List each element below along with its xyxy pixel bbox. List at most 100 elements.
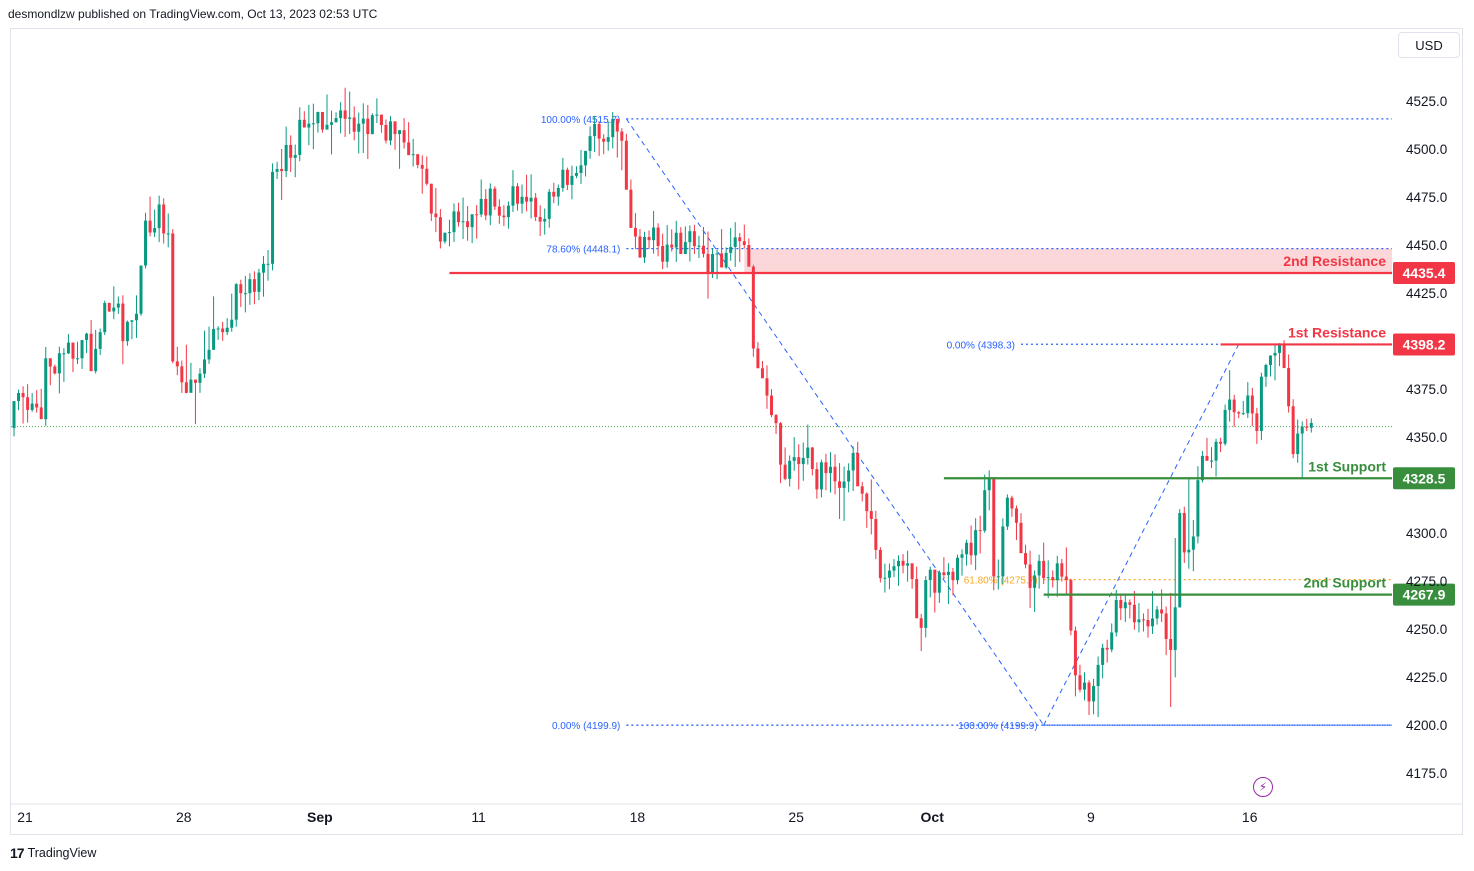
candle-body <box>175 361 179 367</box>
candle-body <box>1300 426 1304 434</box>
candle <box>320 111 324 133</box>
candle-body <box>334 118 338 123</box>
candle <box>1155 605 1159 625</box>
level-price-label: 4435.4 <box>1403 265 1446 281</box>
candle <box>420 155 424 194</box>
candle-body <box>1046 577 1050 579</box>
candle <box>89 320 93 372</box>
candle <box>574 166 578 179</box>
candle <box>411 138 415 167</box>
y-tick-label: 4375.0 <box>1406 382 1447 397</box>
candle <box>774 413 778 434</box>
fib-trend-line-up <box>1043 344 1240 726</box>
candle <box>1187 479 1191 569</box>
candle-body <box>103 302 107 333</box>
candle-body <box>1205 456 1209 461</box>
x-tick-label: 21 <box>17 809 33 825</box>
candle <box>992 477 996 591</box>
candle-body <box>815 469 819 490</box>
candle-body <box>230 319 234 328</box>
candle <box>597 121 601 156</box>
candle <box>1164 606 1168 656</box>
candle-body <box>311 123 315 125</box>
candle <box>543 208 547 235</box>
candle <box>987 470 991 511</box>
candle-body <box>261 263 265 273</box>
candle <box>1119 593 1123 621</box>
candle-body <box>21 393 25 398</box>
candle-body <box>751 266 755 349</box>
y-tick-label: 4250.0 <box>1406 622 1447 637</box>
candle <box>171 229 175 364</box>
candle <box>493 186 497 211</box>
candle <box>620 128 624 171</box>
candle-body <box>1200 456 1204 481</box>
candle-body <box>1241 413 1245 415</box>
candle-body <box>847 470 851 482</box>
candle <box>1214 438 1218 477</box>
lightning-icon[interactable]: ⚡ <box>1253 777 1273 797</box>
candle-body <box>1064 576 1068 581</box>
candle <box>1246 382 1250 418</box>
level-price-tag <box>1393 262 1455 285</box>
candle-body <box>1191 536 1195 550</box>
candle <box>946 563 950 605</box>
candle-body <box>742 241 746 245</box>
candle <box>94 329 98 374</box>
candle <box>697 235 701 259</box>
candle-body <box>384 125 388 141</box>
candle <box>212 296 216 350</box>
candle-body <box>960 554 964 558</box>
candle <box>121 295 125 365</box>
candle-body <box>302 119 306 128</box>
candle <box>116 296 120 314</box>
candle <box>552 182 556 204</box>
candle-body <box>897 560 901 567</box>
candle-body <box>280 168 284 172</box>
candle <box>729 228 733 261</box>
candle-body <box>865 493 869 512</box>
candle-body <box>883 577 887 579</box>
candle <box>901 554 905 574</box>
candle <box>1019 513 1023 554</box>
candle <box>1291 399 1295 459</box>
candle-body <box>946 571 950 576</box>
candle <box>384 119 388 144</box>
currency-button[interactable]: USD <box>1398 32 1460 58</box>
candle <box>942 557 946 580</box>
candle-body <box>125 321 129 342</box>
candle-body <box>320 111 324 130</box>
fib-level-label: 100.00% (4199.9) <box>958 721 1038 732</box>
candle <box>1114 589 1118 637</box>
candle-body <box>98 332 102 349</box>
candle-body <box>1042 560 1046 579</box>
candle <box>302 111 306 128</box>
candle-body <box>561 169 565 188</box>
candle <box>965 539 969 566</box>
candle-body <box>652 227 656 241</box>
candle-body <box>574 173 578 176</box>
y-tick-label: 4300.0 <box>1406 526 1447 541</box>
candle <box>230 293 234 332</box>
candle <box>833 454 837 495</box>
candle <box>1001 518 1005 585</box>
candle <box>479 179 483 217</box>
candle <box>838 463 842 519</box>
candle-body <box>493 188 497 207</box>
level-price-label: 4267.9 <box>1403 587 1446 603</box>
candle-body <box>606 137 610 142</box>
candle <box>860 481 864 502</box>
candle <box>12 401 16 437</box>
candle <box>1128 599 1132 619</box>
candle <box>438 209 442 249</box>
candle <box>1237 411 1241 419</box>
x-tick-label: 18 <box>630 809 646 825</box>
candle-body <box>252 279 256 292</box>
candle-body <box>525 196 529 202</box>
candle <box>334 112 338 123</box>
candle <box>298 107 302 162</box>
candle-body <box>1182 513 1186 553</box>
candle <box>1060 558 1064 582</box>
candle-body <box>452 211 456 233</box>
